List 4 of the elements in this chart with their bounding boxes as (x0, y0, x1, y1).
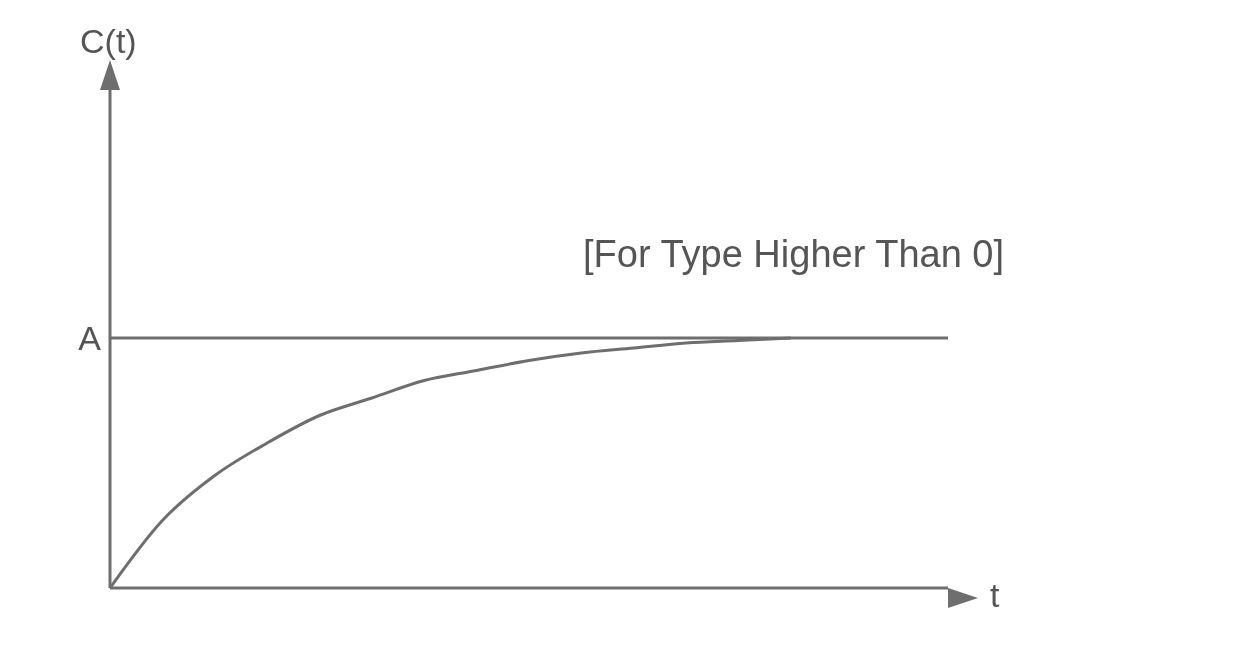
text: [For Type Higher Than 0] (583, 233, 1005, 276)
text: C(t) (80, 22, 137, 61)
x-axis-title: t (990, 576, 1000, 615)
ref-line-label: A (78, 319, 102, 358)
